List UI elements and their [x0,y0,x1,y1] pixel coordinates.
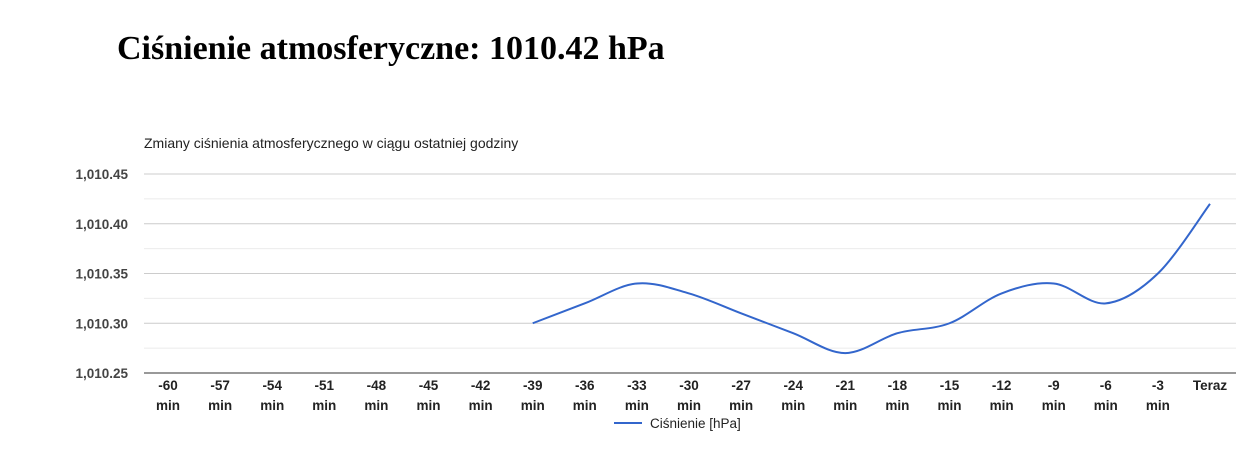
chart-title: Zmiany ciśnienia atmosferycznego w ciągu… [144,135,518,151]
y-tick-label: 1,010.25 [75,366,128,381]
data-point[interactable] [686,290,692,296]
data-point[interactable] [842,350,848,356]
y-tick-label: 1,010.35 [75,267,128,282]
x-tick-label: -60 min [156,378,180,413]
x-tick-label: -39 min [521,378,545,413]
x-tick-label: -18 min [885,378,909,413]
data-point[interactable] [790,330,796,336]
series-line[interactable] [532,203,1211,355]
y-axis-labels: 1,010.25 1,010.30 1,010.35 1,010.40 1,010.45 [75,167,128,381]
data-point[interactable] [738,310,744,316]
page-title: Ciśnienie atmosferyczne: 1010.42 hPa [117,30,665,67]
x-tick-label: -42 min [469,378,493,413]
x-tick-label: -51 min [312,378,336,413]
x-tick-label: -54 min [260,378,284,413]
data-point[interactable] [582,300,588,306]
data-point[interactable] [999,290,1005,296]
grid [144,173,1236,374]
data-point[interactable] [1051,280,1057,286]
data-point[interactable] [947,320,953,326]
legend[interactable]: Ciśnienie [hPa] [614,416,741,431]
data-point[interactable] [1103,300,1109,306]
x-axis-labels: -60 min -57 min -54 min -51 min -48 min -45 min -42 m… [156,378,1227,413]
data-point[interactable] [894,330,900,336]
x-tick-label: -21 min [833,378,857,413]
x-tick-label: -12 min [990,378,1014,413]
x-tick-label: -48 min [364,378,388,413]
data-point[interactable] [1207,201,1213,207]
x-tick-label: -3 min [1146,378,1170,413]
y-tick-label: 1,010.40 [75,217,128,232]
y-tick-label: 1,010.30 [75,316,128,331]
data-point[interactable] [530,320,536,326]
x-tick-label: -45 min [416,378,440,413]
legend-label: Ciśnienie [hPa] [650,416,741,431]
x-tick-label: -36 min [573,378,597,413]
x-tick-label: -15 min [937,378,961,413]
series-layer [530,201,1213,356]
x-tick-label: -33 min [625,378,649,413]
x-tick-label: -6 min [1094,378,1118,413]
y-tick-label: 1,010.45 [75,167,128,182]
x-tick-label: -30 min [677,378,701,413]
data-point[interactable] [1155,271,1161,277]
x-tick-label: -27 min [729,378,753,413]
x-tick-label: -57 min [208,378,232,413]
data-point[interactable] [634,280,640,286]
x-tick-label: -24 min [781,378,805,413]
x-tick-label: -9 min [1042,378,1066,413]
x-tick-label: Teraz [1193,378,1228,393]
